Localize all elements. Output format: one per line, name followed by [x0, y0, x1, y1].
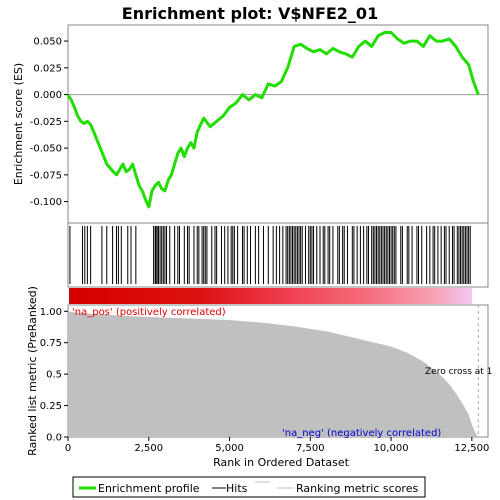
rank-color-bar	[69, 288, 472, 304]
enrichment-panel-frame	[67, 24, 489, 224]
hit-lines	[69, 226, 471, 284]
metric-y-tick-label: 0.0	[46, 433, 62, 444]
legend: Enrichment profile Hits Ranking metric s…	[72, 476, 426, 498]
zero-cross-label: Zero cross at 1	[425, 367, 492, 377]
ranking-metric-area	[68, 311, 479, 437]
rank-color-bar-tail	[472, 288, 487, 304]
metric-y-tick-label: 1.00	[40, 307, 62, 318]
x-tick-label: 5,000	[215, 443, 244, 454]
metric-y-ticks: 0.0 0.25 0.5 0.75 1.00	[40, 307, 68, 444]
enrichment-profile-line	[66, 31, 480, 209]
chart-title: Enrichment plot: V$NFE2_01	[122, 4, 378, 23]
metric-panel: 0.0 0.25 0.5 0.75 1.00 'na_pos' (positively …	[26, 286, 492, 456]
legend-label-metric: Ranking metric scores	[296, 482, 418, 495]
negative-label: 'na_neg' (negatively correlated)	[282, 428, 441, 439]
es-y-tick-label: -0.050	[30, 144, 62, 155]
es-y-tick-label: -0.100	[30, 197, 62, 208]
es-y-ticks: 0.050 0.025 0.000 -0.025 -0.050 -0.075 -0.100	[30, 37, 68, 208]
es-y-tick-label: 0.025	[33, 63, 62, 74]
x-axis-ticks: 0 2,500 5,000 7,500 10,000 12,500	[65, 437, 489, 454]
metric-y-tick-label: 0.75	[40, 338, 62, 349]
es-y-axis-label: Enrichment score (ES)	[12, 63, 25, 185]
es-y-tick-label: 0.000	[33, 90, 62, 101]
x-tick-label: 12,500	[454, 443, 489, 454]
x-tick-label: 10,000	[374, 443, 409, 454]
x-tick-label: 7,500	[296, 443, 325, 454]
x-tick-label: 2,500	[134, 443, 163, 454]
metric-y-tick-label: 0.5	[46, 370, 62, 381]
legend-frame	[72, 476, 426, 498]
legend-label-hits: Hits	[226, 482, 248, 495]
hits-panel-frame	[67, 222, 489, 288]
x-axis-label: Rank in Ordered Dataset	[213, 456, 350, 469]
enrichment-panel: 0.0500.0250.000-0.025-0.050-0.075-0.100 …	[12, 24, 489, 224]
hits-panel	[67, 222, 489, 304]
positive-label: 'na_pos' (positively correlated)	[72, 307, 226, 318]
metric-y-axis-label: Ranked list metric (PreRanked)	[26, 286, 39, 456]
es-y-tick-label: -0.025	[30, 117, 62, 128]
es-y-tick-label: -0.075	[30, 170, 62, 181]
legend-label-enrichment: Enrichment profile	[98, 482, 200, 495]
es-y-tick-label: 0.050	[33, 37, 62, 48]
metric-y-tick-label: 0.25	[40, 401, 62, 412]
x-tick-label: 0	[65, 443, 71, 454]
